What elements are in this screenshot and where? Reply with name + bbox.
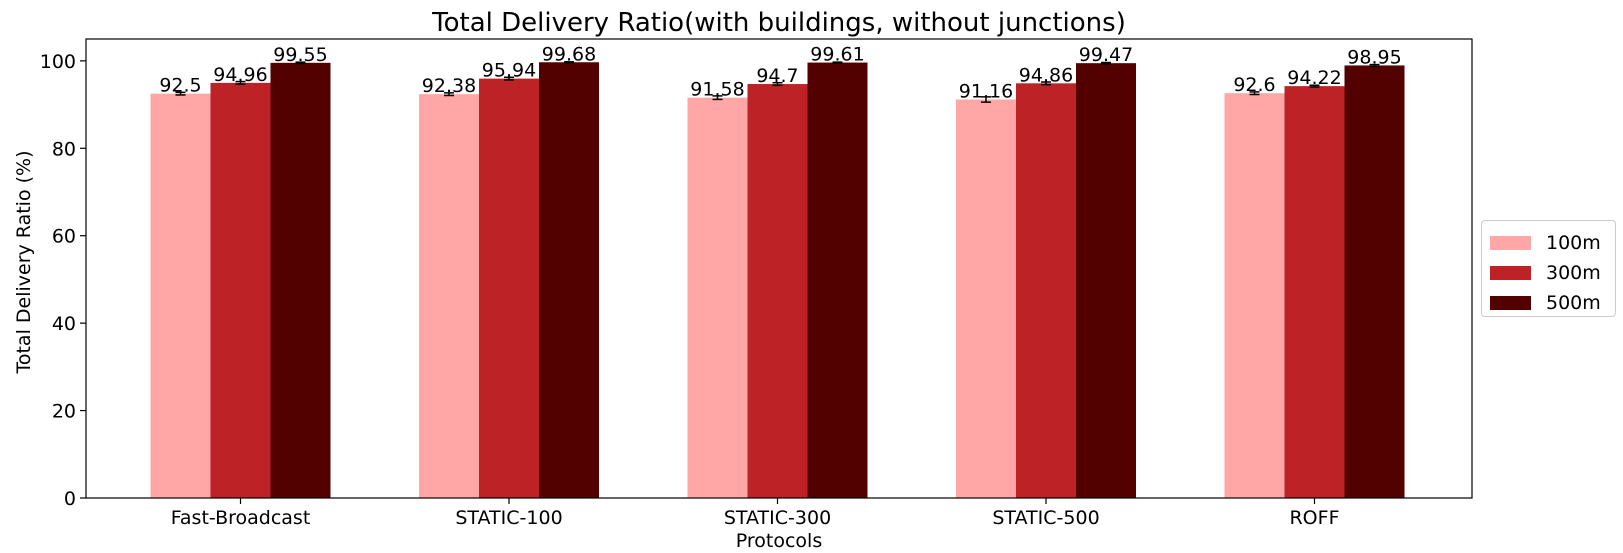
legend-swatch-100m xyxy=(1490,236,1531,250)
error-bar-100m-ROFF xyxy=(1249,91,1260,96)
error-bar-300m-Fast-Broadcast xyxy=(235,80,246,85)
y-tick-label-0: 0 xyxy=(64,488,76,510)
bar-100m-STATIC-300 xyxy=(687,97,748,498)
data-labels-layer: 92.5 94.96 99.55 92.38 95.94 99.68 91.58 94.7 99… xyxy=(159,43,1401,102)
bar-100m-Fast-Broadcast xyxy=(150,93,211,499)
data-label-100m-STATIC-100: 92.38 xyxy=(422,75,476,97)
data-label-500m-Fast-Broadcast: 99.55 xyxy=(273,44,327,66)
bar-500m-ROFF xyxy=(1344,65,1405,498)
x-tick-label-Fast-Broadcast: Fast-Broadcast xyxy=(171,507,311,529)
bar-300m-STATIC-300 xyxy=(747,84,808,499)
data-label-100m-STATIC-300: 91.58 xyxy=(690,79,744,101)
bar-500m-Fast-Broadcast xyxy=(270,62,331,499)
data-label-300m-STATIC-300: 94.7 xyxy=(756,65,798,87)
error-bar-100m-STATIC-100 xyxy=(444,92,454,97)
error-bar-300m-STATIC-500 xyxy=(1041,81,1051,86)
bar-500m-STATIC-100 xyxy=(539,62,599,498)
chart-title: Total Delivery Ratio(with buildings, wit… xyxy=(431,8,1126,38)
y-axis-label: Total Delivery Ratio (%) xyxy=(13,150,35,374)
data-label-500m-STATIC-300: 99.61 xyxy=(810,44,864,66)
legend-swatch-300m xyxy=(1490,266,1531,280)
legend-label-500m: 500m xyxy=(1546,292,1601,314)
error-bar-500m-Fast-Broadcast xyxy=(295,61,306,65)
y-tick-label-80: 80 xyxy=(52,138,76,160)
legend: 100m 300m 500m xyxy=(1481,220,1616,317)
y-tick-label-100: 100 xyxy=(40,51,76,73)
bar-500m-STATIC-500 xyxy=(1076,63,1136,498)
data-label-300m-STATIC-500: 94.86 xyxy=(1019,64,1073,86)
error-bar-500m-STATIC-500 xyxy=(1101,61,1111,65)
error-bar-300m-ROFF xyxy=(1309,84,1320,88)
data-label-300m-STATIC-100: 95.94 xyxy=(482,60,536,82)
bar-100m-ROFF xyxy=(1224,93,1285,498)
error-bar-500m-STATIC-300 xyxy=(832,61,843,64)
x-axis-label: Protocols xyxy=(736,530,822,552)
y-tick-label-20: 20 xyxy=(52,401,76,423)
data-label-300m-ROFF: 94.22 xyxy=(1287,67,1341,89)
error-bar-500m-ROFF xyxy=(1369,63,1380,68)
error-bar-100m-STATIC-500 xyxy=(981,96,991,103)
x-tick-label-STATIC-100: STATIC-100 xyxy=(455,507,562,529)
legend-swatch-500m xyxy=(1490,296,1531,310)
data-label-100m-STATIC-500: 91.16 xyxy=(959,81,1013,103)
data-label-500m-ROFF: 98.95 xyxy=(1347,46,1401,68)
data-label-500m-STATIC-500: 99.47 xyxy=(1079,44,1133,66)
data-label-500m-STATIC-100: 99.68 xyxy=(542,43,596,65)
axes-layer: Fast-Broadcast STATIC-100 STATIC-300 STATIC… xyxy=(40,38,1473,529)
bar-300m-Fast-Broadcast xyxy=(210,82,271,498)
error-bar-300m-STATIC-300 xyxy=(772,81,783,87)
legend-label-100m: 100m xyxy=(1546,232,1601,254)
legend-entry-100m: 100m xyxy=(1490,228,1615,258)
legend-label-300m: 300m xyxy=(1546,262,1601,284)
bar-100m-STATIC-100 xyxy=(419,94,479,499)
error-bar-100m-Fast-Broadcast xyxy=(175,91,186,96)
data-label-100m-Fast-Broadcast: 92.5 xyxy=(159,75,201,97)
error-bar-300m-STATIC-100 xyxy=(504,76,514,81)
bar-500m-STATIC-300 xyxy=(807,62,868,498)
error-bar-500m-STATIC-100 xyxy=(564,61,574,64)
plot-frame xyxy=(85,38,1473,499)
legend-entry-500m: 500m xyxy=(1490,288,1615,318)
legend-entry-300m: 300m xyxy=(1490,258,1615,288)
bar-300m-STATIC-500 xyxy=(1016,83,1076,498)
x-tick-label-STATIC-300: STATIC-300 xyxy=(724,507,831,529)
bar-300m-ROFF xyxy=(1284,86,1345,499)
data-label-300m-Fast-Broadcast: 94.96 xyxy=(213,64,267,86)
y-tick-label-40: 40 xyxy=(52,313,76,335)
x-tick-label-ROFF: ROFF xyxy=(1289,507,1339,529)
bar-100m-STATIC-500 xyxy=(956,99,1016,498)
data-label-100m-ROFF: 92.6 xyxy=(1233,74,1275,96)
x-tick-label-STATIC-500: STATIC-500 xyxy=(992,507,1099,529)
bars-layer xyxy=(150,61,1405,499)
error-bar-100m-STATIC-300 xyxy=(712,95,723,101)
y-tick-label-60: 60 xyxy=(52,226,76,248)
bar-300m-STATIC-100 xyxy=(479,78,539,499)
